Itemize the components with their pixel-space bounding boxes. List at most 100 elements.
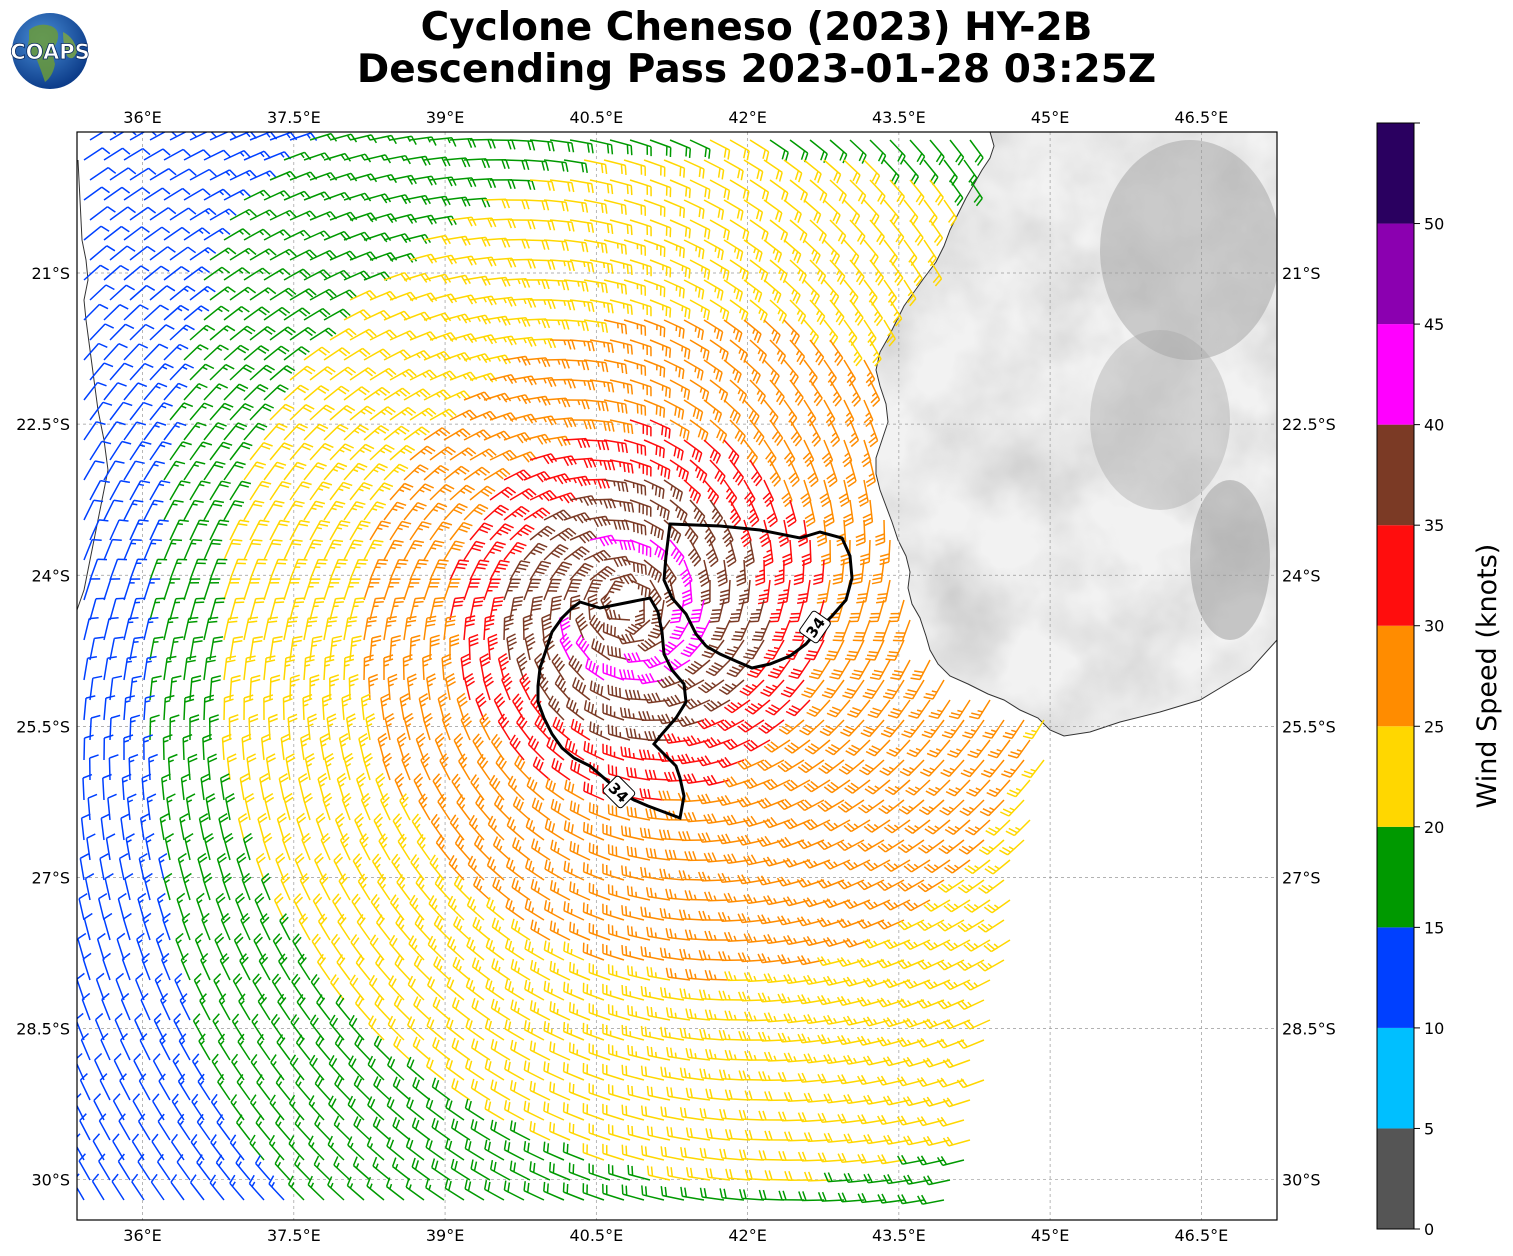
wind-barb [363,616,378,641]
wind-barb [158,1073,171,1101]
wind-barb [373,1035,391,1061]
wind-barb [83,303,109,321]
wind-barb [289,210,318,221]
wind-barb [403,501,427,521]
wind-barb [103,304,129,321]
colorbar-bin [1377,625,1414,727]
wind-barb [568,1002,591,1021]
wind-barb [523,357,551,368]
wind-barb [463,466,491,481]
wind-barb [389,634,401,661]
wind-barb [263,268,291,281]
wind-barb [963,899,991,913]
wind-barb [679,948,705,961]
wind-barb [291,973,305,1001]
wind-barb [543,279,570,291]
wind-barb [683,479,702,504]
wind-barb [370,893,385,921]
wind-barb [857,839,885,852]
wind-barb [845,639,865,661]
wind-barb [709,219,730,241]
wind-barb [872,619,891,642]
wind-barb [923,679,945,700]
wind-barb [203,832,215,861]
wind-barb [289,635,303,661]
wind-barb [544,818,565,841]
wind-barb [269,519,290,541]
wind-barb [569,299,595,313]
wind-barb [837,1035,865,1046]
wind-barb [582,862,605,881]
wind-barb [743,639,765,660]
wind-barb [799,719,825,736]
wind-barb [651,599,665,625]
wind-barb [296,993,311,1021]
wind-barb [683,199,705,219]
wind-barb [627,1124,651,1141]
wind-barb [643,359,666,378]
wind-barb [170,1133,185,1161]
wind-barb [129,636,144,661]
wind-barb [413,955,431,981]
wind-barb [353,1116,371,1141]
wind-barb [756,875,785,886]
wind-barb [768,599,785,623]
wind-barb [263,306,291,321]
wind-barb [643,239,666,258]
wind-barb [583,579,603,601]
wind-barb [744,699,771,715]
wind-barb [762,816,791,829]
wind-barb [415,732,426,761]
wind-barb [849,139,867,164]
wind-barb [821,439,834,468]
wind-barb [849,379,862,407]
wind-barb [983,939,1011,953]
wind-barb [609,179,633,196]
lon-tick-label-top: 45°E [1031,108,1069,127]
wind-barb [123,147,151,161]
wind-barb [409,136,437,146]
wind-barb [729,339,748,363]
wind-barb [383,539,404,561]
wind-barb [823,279,840,306]
wind-barb [782,817,811,830]
wind-barb [640,946,665,961]
wind-barb [666,1046,691,1061]
wind-barb [609,259,633,276]
wind-barb [583,478,610,489]
wind-barb [588,1083,611,1101]
wind-barb [543,435,571,447]
wind-barb [146,793,157,821]
wind-barb [467,855,485,881]
wind-barb [341,693,352,721]
wind-barb [897,839,925,854]
wind-barb [512,796,531,821]
wind-barb [529,376,557,388]
wind-barb [269,209,297,221]
wind-barb [569,881,591,901]
wind-barb [314,1115,331,1141]
wind-barb [563,941,585,961]
wind-barb [937,919,965,932]
wind-barb [723,199,744,221]
wind-barb [487,815,505,841]
wind-barb [888,599,905,623]
wind-barb [229,519,250,541]
wind-barb [602,1063,625,1081]
wind-barb [589,680,611,701]
wind-barb [849,659,871,680]
wind-barb [607,884,631,901]
wind-barb [409,445,436,461]
wind-barb [723,159,744,181]
wind-barb [393,995,411,1021]
wind-barb [551,757,571,781]
wind-barb [388,975,405,1001]
wind-barb [283,655,296,681]
wind-barb [529,139,555,152]
wind-barb [79,1113,91,1141]
wind-barb [719,1148,745,1161]
wind-barb [197,852,208,881]
wind-barb [699,1028,725,1041]
wind-barb [123,578,141,601]
wind-barb [840,539,851,566]
